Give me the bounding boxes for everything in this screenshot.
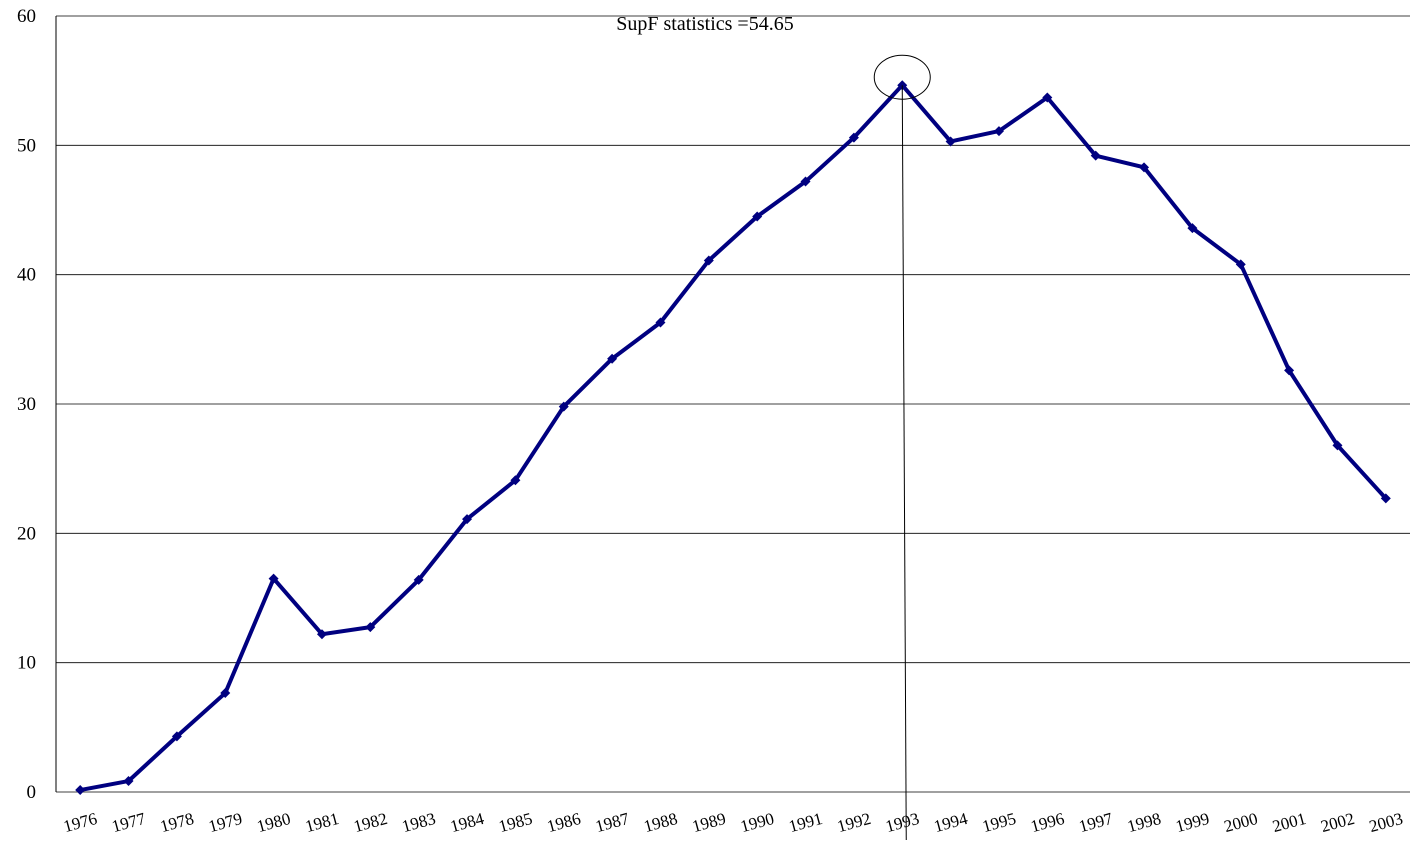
marker <box>1187 223 1198 234</box>
x-tick-label: 1983 <box>400 809 438 836</box>
marker <box>655 317 666 328</box>
marker <box>268 573 279 584</box>
y-tick-label: 40 <box>17 265 36 286</box>
x-tick-label: 1991 <box>787 809 825 836</box>
y-tick-label: 20 <box>17 523 36 544</box>
x-tick-label: 1982 <box>352 809 390 836</box>
marker <box>752 211 763 222</box>
y-tick-label: 60 <box>17 6 36 27</box>
x-tick-label: 2000 <box>1222 809 1260 836</box>
x-tick-label: 2002 <box>1319 809 1357 836</box>
x-tick-label: 1980 <box>255 809 293 836</box>
marker <box>945 136 956 147</box>
x-tick-label: 1993 <box>883 809 921 836</box>
x-tick-label: 1989 <box>690 809 728 836</box>
x-tick-label: 1986 <box>545 809 583 836</box>
marker <box>800 176 811 187</box>
marker <box>558 401 569 412</box>
x-tick-label: 1979 <box>206 809 244 836</box>
marker <box>1042 92 1053 103</box>
x-tick-label: 1999 <box>1174 809 1212 836</box>
x-tick-label: 1996 <box>1029 809 1067 836</box>
marker <box>316 629 327 640</box>
x-tick-label: 1985 <box>497 809 535 836</box>
x-tick-label: 1992 <box>835 809 873 836</box>
marker <box>365 622 376 633</box>
x-tick-label: 1994 <box>932 809 970 836</box>
marker <box>462 514 473 525</box>
series-line <box>79 83 1388 793</box>
x-tick-label: 1978 <box>158 809 196 836</box>
marker <box>1380 493 1391 504</box>
x-tick-label: 1997 <box>1077 809 1115 836</box>
x-tick-label: 1995 <box>980 809 1018 836</box>
annotation: SupF statistics =54.65 <box>616 13 793 35</box>
marker <box>510 475 521 486</box>
x-tick-label: 1988 <box>642 809 680 836</box>
marker <box>993 126 1004 137</box>
marker <box>848 132 859 143</box>
x-tick-label: 1984 <box>448 809 486 836</box>
marker <box>703 255 714 266</box>
marker <box>1284 365 1295 376</box>
marker <box>1235 259 1246 270</box>
peak-line <box>901 85 907 841</box>
x-tick-label: 1976 <box>61 809 99 836</box>
x-tick-label: 1977 <box>110 809 148 836</box>
marker <box>171 731 182 742</box>
x-tick-label: 1987 <box>593 809 631 836</box>
marker <box>1090 150 1101 161</box>
marker <box>75 785 86 796</box>
marker <box>123 776 134 787</box>
marker <box>413 574 424 585</box>
x-tick-label: 2001 <box>1270 809 1308 836</box>
marker <box>220 688 231 699</box>
y-tick-label: 0 <box>27 782 37 803</box>
marker <box>607 353 618 364</box>
marker <box>1139 162 1150 173</box>
x-tick-label: 1998 <box>1125 809 1163 836</box>
x-tick-label: 2003 <box>1367 809 1405 836</box>
y-tick-label: 50 <box>17 135 36 156</box>
y-tick-label: 10 <box>17 653 36 674</box>
x-tick-label: 1981 <box>303 809 341 836</box>
y-tick-label: 30 <box>17 394 36 415</box>
marker <box>1332 440 1343 451</box>
x-tick-label: 1990 <box>738 809 776 836</box>
